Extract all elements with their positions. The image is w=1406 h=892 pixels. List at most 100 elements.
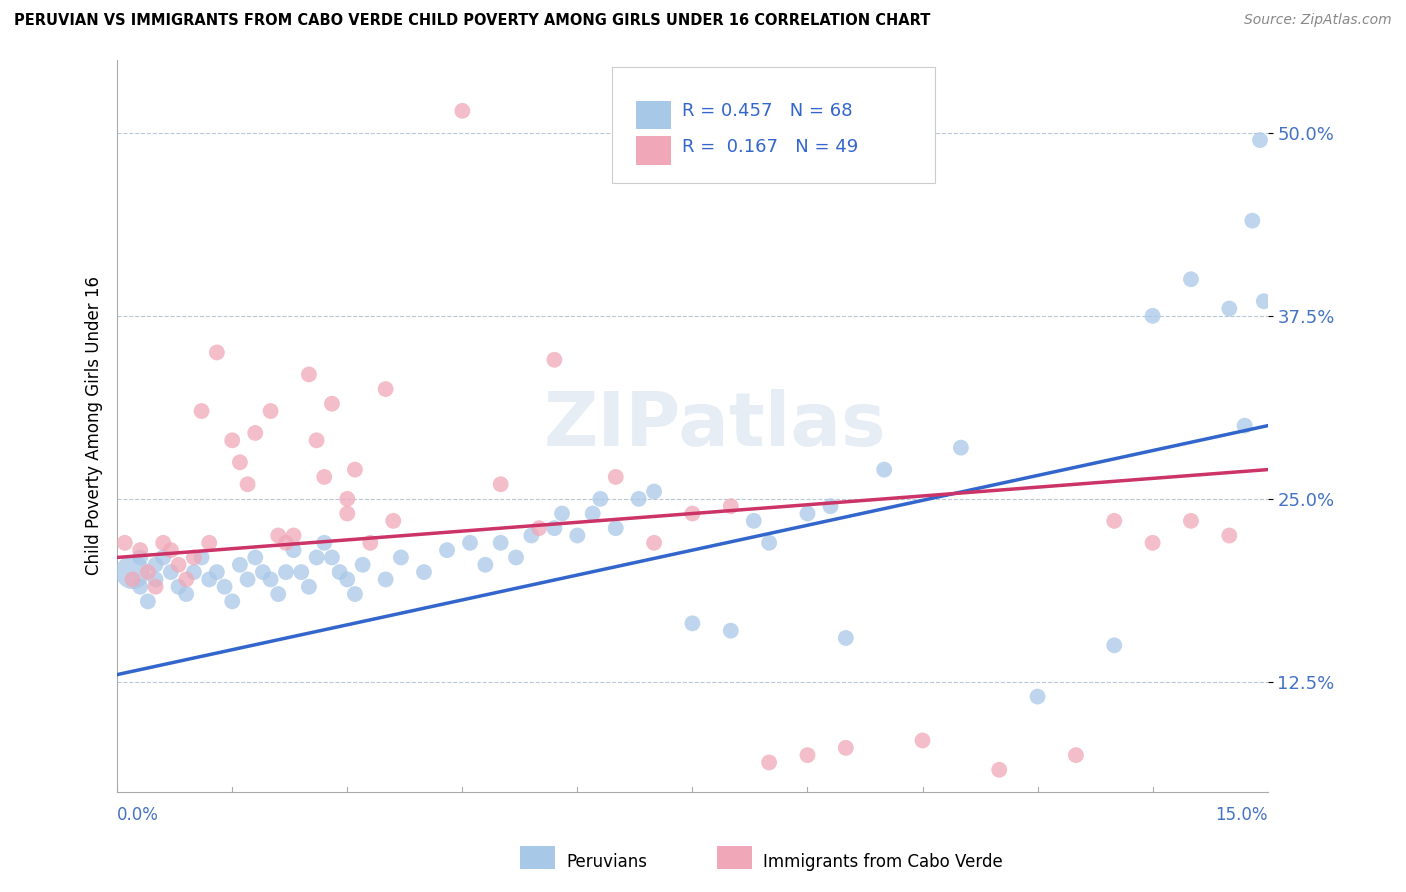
Point xyxy=(343,462,366,476)
Point xyxy=(605,470,627,484)
Point xyxy=(1253,294,1275,309)
Y-axis label: Child Poverty Among Girls Under 16: Child Poverty Among Girls Under 16 xyxy=(86,277,103,575)
Point xyxy=(136,594,159,608)
Text: Peruvians: Peruvians xyxy=(567,853,648,871)
Point xyxy=(298,368,321,382)
Point xyxy=(589,491,612,506)
Point xyxy=(221,594,243,608)
Point xyxy=(174,587,197,601)
Point xyxy=(627,491,650,506)
Point xyxy=(451,103,474,118)
Point xyxy=(489,477,512,491)
Point xyxy=(1104,638,1126,652)
Text: 15.0%: 15.0% xyxy=(1215,806,1268,824)
Point xyxy=(835,740,858,755)
Point xyxy=(1180,514,1202,528)
Point xyxy=(136,565,159,579)
Point xyxy=(352,558,374,572)
Point xyxy=(374,382,396,396)
Point xyxy=(336,573,359,587)
Point xyxy=(382,514,405,528)
Point xyxy=(758,536,780,550)
Point xyxy=(283,528,305,542)
Point xyxy=(643,484,665,499)
Point xyxy=(198,573,221,587)
Point xyxy=(121,565,143,579)
Text: R = 0.457   N = 68: R = 0.457 N = 68 xyxy=(682,103,852,120)
Point xyxy=(1142,309,1164,323)
Point xyxy=(274,565,297,579)
Point xyxy=(167,558,190,572)
Point xyxy=(458,536,481,550)
Point xyxy=(343,587,366,601)
Point xyxy=(329,565,352,579)
Point xyxy=(474,558,496,572)
Text: R =  0.167   N = 49: R = 0.167 N = 49 xyxy=(682,138,858,156)
Point xyxy=(543,521,565,535)
Point xyxy=(259,573,281,587)
Point xyxy=(245,425,267,440)
Point xyxy=(145,580,167,594)
Point xyxy=(1104,514,1126,528)
Point xyxy=(681,507,703,521)
Point xyxy=(129,550,152,565)
Point xyxy=(413,565,436,579)
Point xyxy=(190,550,212,565)
Point xyxy=(314,470,336,484)
Point xyxy=(314,536,336,550)
Point xyxy=(567,528,589,542)
Point xyxy=(160,565,183,579)
Point xyxy=(336,491,359,506)
Point xyxy=(198,536,221,550)
Point xyxy=(543,352,565,367)
Point xyxy=(1233,418,1256,433)
Point xyxy=(129,543,152,558)
Point xyxy=(129,580,152,594)
Point xyxy=(229,558,252,572)
Point xyxy=(114,536,136,550)
Point xyxy=(183,565,205,579)
Point xyxy=(121,573,143,587)
Point xyxy=(336,507,359,521)
Point xyxy=(520,528,543,542)
Point xyxy=(505,550,527,565)
Point xyxy=(820,499,842,513)
Point xyxy=(1218,528,1240,542)
Point xyxy=(911,733,934,747)
Point xyxy=(758,756,780,770)
Point xyxy=(1249,133,1271,147)
Point xyxy=(236,477,259,491)
Point xyxy=(205,565,228,579)
Point xyxy=(796,507,818,521)
Point xyxy=(305,434,328,448)
Text: ZIPatlas: ZIPatlas xyxy=(544,389,887,462)
Point xyxy=(160,543,183,558)
Point xyxy=(167,580,190,594)
Point xyxy=(321,550,343,565)
Point xyxy=(183,550,205,565)
Point xyxy=(796,748,818,763)
Point xyxy=(359,536,381,550)
Point xyxy=(152,550,174,565)
Point xyxy=(283,543,305,558)
Point xyxy=(643,536,665,550)
Point xyxy=(389,550,412,565)
Point xyxy=(551,507,574,521)
Point xyxy=(214,580,236,594)
Text: Immigrants from Cabo Verde: Immigrants from Cabo Verde xyxy=(763,853,1004,871)
Point xyxy=(298,580,321,594)
Point xyxy=(221,434,243,448)
Point xyxy=(436,543,458,558)
Point xyxy=(259,404,281,418)
Point xyxy=(145,573,167,587)
Point xyxy=(274,536,297,550)
Point xyxy=(252,565,274,579)
Point xyxy=(835,631,858,645)
Text: PERUVIAN VS IMMIGRANTS FROM CABO VERDE CHILD POVERTY AMONG GIRLS UNDER 16 CORREL: PERUVIAN VS IMMIGRANTS FROM CABO VERDE C… xyxy=(14,13,931,29)
Point xyxy=(742,514,765,528)
Point xyxy=(152,536,174,550)
Point xyxy=(267,587,290,601)
Point xyxy=(174,573,197,587)
Point xyxy=(720,624,742,638)
Point xyxy=(605,521,627,535)
